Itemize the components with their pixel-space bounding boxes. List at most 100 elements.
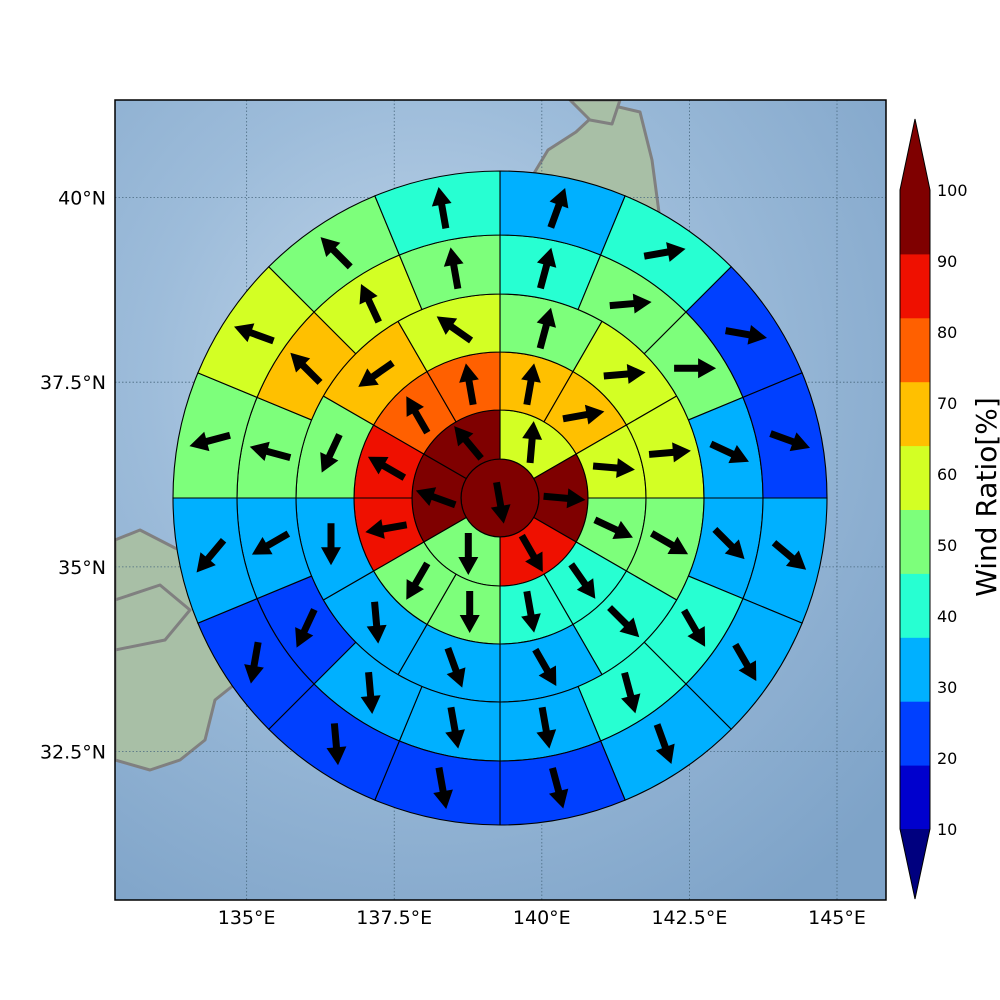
- wind-direction-arrow: [547, 188, 569, 229]
- colorbar-under-extension: [900, 829, 930, 899]
- wind-direction-arrow: [249, 441, 292, 462]
- longitude-tick-label: 140°E: [513, 907, 571, 929]
- wind-direction-arrow: [521, 590, 541, 633]
- hokkaido-land: [568, 100, 622, 126]
- latitude-tick-label: 37.5°N: [40, 372, 106, 394]
- wind-direction-arrow: [648, 442, 691, 463]
- colorbar-tick-label: 30: [937, 678, 957, 697]
- wind-direction-arrow: [732, 642, 757, 681]
- colorbar-tick-label: 100: [937, 181, 968, 200]
- wind-direction-arrow: [320, 433, 343, 473]
- wind-direction-arrow: [326, 723, 347, 766]
- wind-direction-arrow: [562, 404, 605, 425]
- colorbar-tick-label: 50: [937, 536, 957, 555]
- colorbar: 10 20 30 40 50 60 70 80 90 100: [899, 118, 968, 900]
- colorbar-segment: [900, 701, 930, 766]
- colorbar-tick-label: 10: [937, 820, 957, 839]
- wind-direction-arrow: [653, 723, 675, 764]
- wind-direction-arrow: [358, 359, 395, 387]
- wind-direction-arrow: [522, 421, 543, 464]
- wind-direction-arrow: [609, 293, 652, 314]
- colorbar-segment: [900, 317, 930, 383]
- wind-direction-arrow: [433, 766, 453, 809]
- wind-direction-arrow: [454, 426, 484, 461]
- wind-direction-arrow: [771, 540, 807, 570]
- colorbar-segment: [900, 509, 930, 574]
- wind-direction-arrow: [436, 316, 474, 344]
- wind-direction-arrow: [518, 533, 543, 573]
- latitude-tick-label: 35°N: [58, 557, 106, 579]
- wind-direction-arrows: [189, 187, 810, 809]
- shikoku-land: [115, 583, 192, 652]
- longitude-tick-labels: 135°E 137.5°E 140°E 142.5°E 145°E: [218, 907, 866, 929]
- wind-direction-arrow: [603, 363, 646, 384]
- wind-direction-arrow: [649, 530, 689, 555]
- wind-direction-arrow: [536, 247, 557, 290]
- wind-direction-arrow: [415, 487, 457, 509]
- colorbar-label: Wind Ratio[%]: [970, 397, 1000, 597]
- wind-direction-arrow: [543, 488, 586, 509]
- wind-direction-arrow: [431, 187, 452, 230]
- latitude-tick-label: 32.5°N: [40, 742, 106, 764]
- longitude-tick-label: 142.5°E: [651, 907, 727, 929]
- wind-direction-arrow: [681, 608, 706, 647]
- wind-direction-arrow: [444, 647, 466, 688]
- longitude-tick-label: 137.5°E: [356, 907, 432, 929]
- wind-direction-arrow: [244, 641, 264, 684]
- wind-direction-arrow: [568, 562, 596, 599]
- wind-direction-arrow: [712, 526, 745, 560]
- wind-direction-arrow: [593, 516, 633, 540]
- wind-direction-arrow: [709, 440, 749, 464]
- wind-direction-arrow: [548, 767, 569, 809]
- longitude-tick-label: 135°E: [218, 907, 276, 929]
- wind-direction-arrow: [536, 307, 556, 350]
- wind-direction-arrow: [359, 283, 382, 324]
- wind-direction-arrow: [621, 671, 641, 714]
- wind-direction-arrow: [360, 671, 381, 715]
- wind-direction-arrow: [295, 608, 318, 648]
- colorbar-tick-label: 40: [937, 607, 957, 626]
- colorbar-tick-label: 90: [937, 252, 957, 271]
- wind-direction-arrow: [521, 363, 541, 406]
- wind-direction-arrow: [536, 706, 557, 749]
- wind-direction-arrow: [443, 247, 464, 290]
- map-panel: [115, 100, 886, 900]
- colorbar-segment: [900, 253, 930, 319]
- wind-direction-arrow: [445, 706, 465, 749]
- wind-direction-arrow: [189, 431, 231, 452]
- colorbar-segment: [900, 445, 930, 510]
- latitude-tick-labels: 32.5°N 35°N 37.5°N 40°N: [40, 188, 106, 764]
- wind-direction-arrow: [674, 358, 717, 379]
- map-frame: [114, 99, 887, 901]
- colorbar-over-extension: [900, 119, 930, 190]
- latitude-tick-label: 40°N: [58, 188, 106, 210]
- colorbar-segment: [900, 765, 930, 830]
- wind-direction-arrow: [366, 601, 387, 644]
- wind-direction-arrow: [532, 647, 557, 687]
- wind-direction-arrow: [406, 561, 431, 600]
- wind-direction-arrow: [290, 352, 323, 385]
- colorbar-tick-label: 60: [937, 465, 957, 484]
- wind-direction-arrow: [365, 519, 408, 539]
- wind-direction-arrow: [607, 605, 640, 638]
- colorbar-segment: [900, 190, 930, 255]
- colorbar-outline: [899, 118, 931, 900]
- wind-direction-arrow: [459, 363, 479, 406]
- wind-direction-arrow: [592, 458, 635, 479]
- sector-cell: [374, 170, 501, 256]
- wind-direction-arrow: [724, 324, 767, 345]
- wind-direction-arrow: [367, 456, 407, 481]
- wind-direction-arrow: [490, 481, 511, 524]
- longitude-tick-label: 145°E: [808, 907, 866, 929]
- wind-direction-arrow: [769, 430, 810, 452]
- wind-direction-arrow: [320, 237, 353, 270]
- colorbar-tick-label: 80: [937, 323, 957, 342]
- wind-direction-arrow: [643, 242, 686, 262]
- wind-direction-arrow: [406, 396, 431, 435]
- colorbar-segment: [900, 637, 930, 702]
- wind-direction-arrow: [251, 530, 291, 555]
- wind-direction-arrow: [196, 538, 227, 573]
- wind-direction-arrow: [458, 533, 479, 575]
- wind-direction-arrow: [234, 323, 275, 345]
